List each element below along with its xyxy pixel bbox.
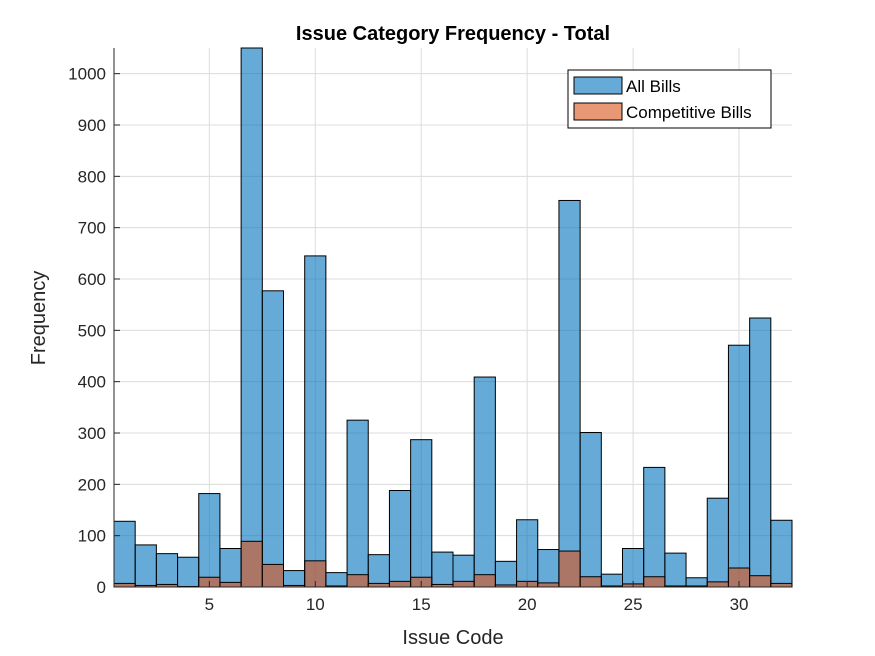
bar-all-bills-4 xyxy=(177,556,200,588)
y-tick-label: 100 xyxy=(78,527,106,546)
y-tick-label: 800 xyxy=(78,167,106,186)
bar-competitive-bills-29 xyxy=(706,581,729,588)
y-tick-label: 400 xyxy=(78,373,106,392)
y-tick-label: 300 xyxy=(78,424,106,443)
plot-area xyxy=(114,48,792,587)
bar-all-bills-7 xyxy=(240,47,263,588)
bar-all-bills-22 xyxy=(558,199,581,588)
bar-competitive-bills-7 xyxy=(240,540,263,588)
bar-competitive-bills-1 xyxy=(113,582,136,588)
bar-all-bills-9 xyxy=(283,570,306,588)
bar-all-bills-16 xyxy=(431,551,454,588)
legend-swatch-all-bills xyxy=(573,76,623,95)
bar-all-bills-12 xyxy=(346,419,369,588)
chart-title: Issue Category Frequency - Total xyxy=(296,23,610,45)
bar-all-bills-24 xyxy=(600,573,623,588)
y-tick-label: 1000 xyxy=(68,65,106,84)
bar-all-bills-26 xyxy=(643,466,666,588)
bar-all-bills-8 xyxy=(261,290,284,588)
bar-all-bills-31 xyxy=(749,317,772,588)
bar-competitive-bills-17 xyxy=(452,580,475,588)
bar-all-bills-1 xyxy=(113,520,136,588)
x-tick-label: 30 xyxy=(730,595,749,614)
series-all-bills xyxy=(113,47,793,588)
bar-competitive-bills-21 xyxy=(537,582,560,588)
legend-label-all-bills: All Bills xyxy=(626,77,681,96)
legend: All Bills Competitive Bills xyxy=(567,69,772,129)
y-tick-label: 600 xyxy=(78,270,106,289)
y-axis-label: Frequency xyxy=(28,271,50,366)
bar-competitive-bills-13 xyxy=(367,582,390,588)
bar-all-bills-15 xyxy=(410,439,433,588)
bar-all-bills-19 xyxy=(494,560,518,588)
x-tick-label: 20 xyxy=(518,595,537,614)
bar-all-bills-20 xyxy=(516,519,539,588)
y-tick-label: 500 xyxy=(78,321,106,340)
legend-swatch-competitive-bills xyxy=(573,102,623,121)
bar-competitive-bills-31 xyxy=(749,575,772,588)
bar-all-bills-29 xyxy=(706,497,729,588)
bar-competitive-bills-18 xyxy=(473,574,496,588)
bar-all-bills-11 xyxy=(325,572,348,588)
bar-all-bills-3 xyxy=(155,553,179,588)
x-tick-labels: 5 10 15 20 25 30 xyxy=(205,595,749,614)
bar-competitive-bills-14 xyxy=(388,580,412,588)
y-tick-label: 900 xyxy=(78,116,106,135)
bar-all-bills-6 xyxy=(219,548,242,588)
y-tick-label: 200 xyxy=(78,475,106,494)
bar-competitive-bills-23 xyxy=(579,576,602,588)
bar-competitive-bills-22 xyxy=(558,550,581,588)
bar-all-bills-32 xyxy=(770,519,793,588)
y-tick-label: 0 xyxy=(97,578,106,597)
bar-competitive-bills-26 xyxy=(643,576,666,588)
bar-all-bills-5 xyxy=(198,493,221,588)
bar-all-bills-14 xyxy=(388,489,412,588)
bar-competitive-bills-12 xyxy=(346,574,369,588)
bar-all-bills-2 xyxy=(134,544,157,588)
x-tick-label: 5 xyxy=(205,595,214,614)
bar-competitive-bills-32 xyxy=(770,582,793,588)
x-axis-label: Issue Code xyxy=(402,627,503,649)
bar-all-bills-13 xyxy=(367,554,390,588)
bar-all-bills-18 xyxy=(473,376,496,588)
x-tick-label: 25 xyxy=(624,595,643,614)
x-tick-label: 10 xyxy=(306,595,325,614)
x-tick-label: 15 xyxy=(412,595,431,614)
y-tick-label: 700 xyxy=(78,219,106,238)
bar-all-bills-10 xyxy=(304,255,327,588)
bar-competitive-bills-6 xyxy=(219,581,242,588)
bar-all-bills-21 xyxy=(537,549,560,588)
legend-label-competitive-bills: Competitive Bills xyxy=(626,103,752,122)
y-tick-labels: 0 100 200 300 400 500 600 700 800 900 1000 xyxy=(68,65,106,597)
bar-all-bills-27 xyxy=(664,552,687,588)
bar-all-bills-23 xyxy=(579,431,602,588)
bar-all-bills-30 xyxy=(727,344,751,588)
axes xyxy=(113,48,792,588)
bar-competitive-bills-8 xyxy=(261,563,284,588)
